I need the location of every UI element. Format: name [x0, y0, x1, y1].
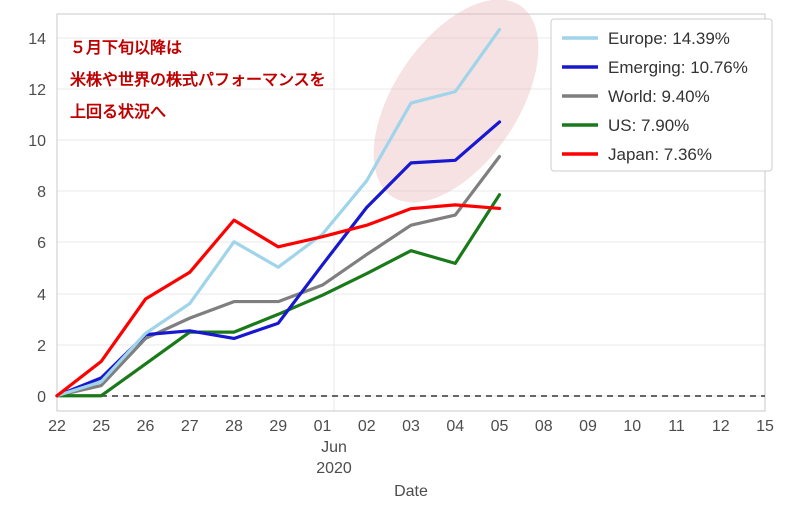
y-tick-label: 6 [37, 235, 46, 252]
legend-label-europe: Europe: 14.39% [608, 29, 730, 48]
horizontal-gridlines [57, 37, 765, 397]
legend-label-us: US: 7.90% [608, 116, 689, 135]
legend-label-japan: Japan: 7.36% [608, 145, 712, 164]
y-tick-label: 8 [37, 184, 46, 201]
chart-legend[interactable]: Europe: 14.39% Emerging: 10.76% World: 9… [550, 18, 773, 172]
x-tick-label: 22 [48, 418, 66, 435]
x-axis-title: Date [394, 483, 428, 500]
x-tick-label: 05 [491, 418, 509, 435]
x-tick-label: 02 [358, 418, 376, 435]
x-tick-label: 04 [446, 418, 464, 435]
x-tick-label: 26 [137, 418, 155, 435]
series-line-japan [55, 203, 502, 398]
x-tick-label: 11 [668, 418, 685, 435]
y-axis-tick-labels: 14 12 10 8 6 4 2 0 [28, 31, 46, 406]
annotation-line-1: ５月下旬以降は [70, 38, 182, 57]
x-tick-label: 01 [314, 418, 332, 435]
x-major-year-label: 2020 [316, 460, 352, 477]
legend-label-emerging: Emerging: 10.76% [608, 58, 748, 77]
legend-item-us[interactable]: US: 7.90% [562, 116, 689, 135]
x-major-month-label: Jun [321, 439, 347, 456]
x-tick-label: 25 [92, 418, 110, 435]
legend-item-europe[interactable]: Europe: 14.39% [562, 29, 730, 48]
legend-item-japan[interactable]: Japan: 7.36% [562, 145, 712, 164]
series-paths [55, 27, 502, 398]
series-line-world [55, 154, 502, 398]
x-tick-label: 03 [402, 418, 420, 435]
x-tick-label: 09 [579, 418, 597, 435]
y-tick-label: 2 [37, 338, 46, 355]
legend-label-world: World: 9.40% [608, 87, 710, 106]
x-tick-label: 28 [225, 418, 243, 435]
legend-background [550, 18, 773, 172]
annotation-line-3: 上回る状況へ [70, 102, 166, 121]
legend-item-world[interactable]: World: 9.40% [562, 87, 710, 106]
y-tick-label: 14 [28, 31, 46, 48]
highlight-ellipse [373, 0, 539, 203]
x-tick-label: 10 [623, 418, 641, 435]
y-tick-label: 10 [28, 133, 46, 150]
annotation-line-2: 米株や世界の株式パフォーマンスを [70, 70, 326, 89]
x-tick-label: 29 [269, 418, 287, 435]
y-tick-label: 12 [28, 82, 46, 99]
x-axis-major-sublabels: Jun 2020 [316, 439, 352, 477]
x-tick-label: 12 [712, 418, 730, 435]
x-tick-label: 15 [756, 418, 774, 435]
y-tick-label: 0 [37, 389, 46, 406]
y-tick-label: 4 [37, 287, 46, 304]
x-tick-label: 08 [535, 418, 553, 435]
x-tick-label: 27 [181, 418, 199, 435]
legend-item-emerging[interactable]: Emerging: 10.76% [562, 58, 748, 77]
annotation-group: ５月下旬以降は 米株や世界の株式パフォーマンスを 上回る状況へ [70, 38, 326, 121]
series-line-europe [55, 27, 502, 398]
highlight-ellipse-group [373, 0, 539, 203]
x-axis-tick-labels: 22 25 26 27 28 29 01 02 03 04 05 08 09 10 11 12 15 [48, 418, 774, 435]
series-line-us [55, 193, 502, 398]
plot-frame [56, 13, 766, 412]
